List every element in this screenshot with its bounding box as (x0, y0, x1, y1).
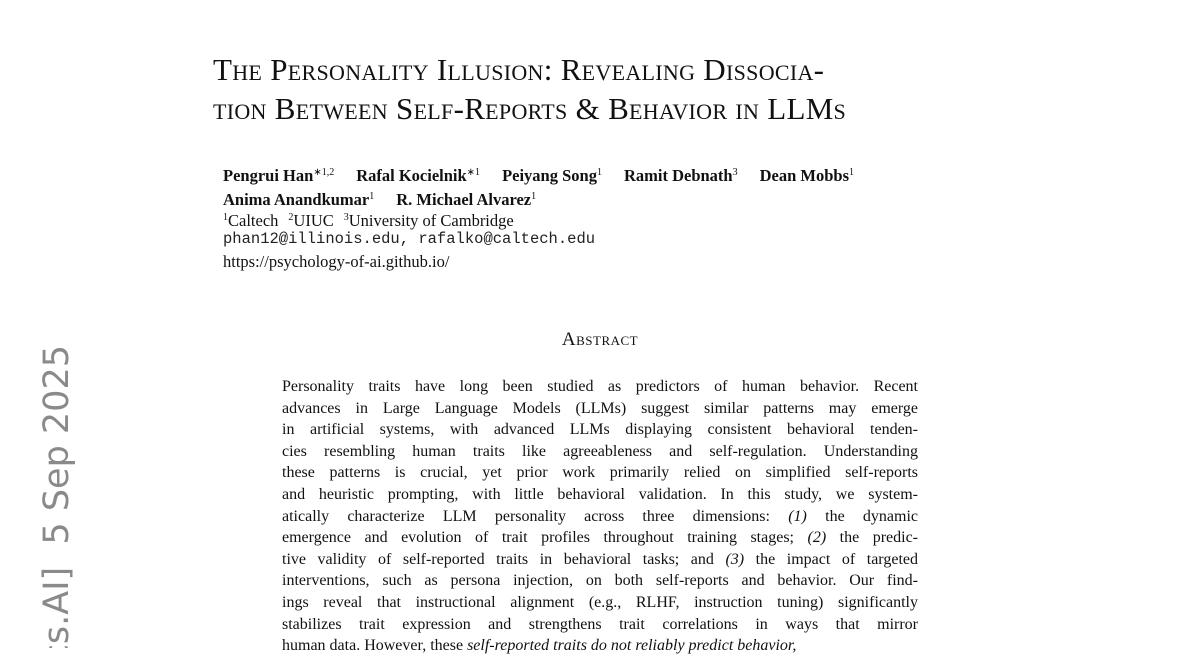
author-affiliation-mark: 1 (531, 191, 537, 202)
abstract-italic: (1) (788, 507, 807, 525)
author-line: Anima Anandkumar1 R. Michael Alvarez1 (223, 186, 876, 210)
abstract-text: tive validity of self-reported traits in… (282, 550, 726, 568)
affiliation-name: University of Cambridge (348, 211, 514, 230)
abstract-text: the dynamic (806, 507, 919, 525)
abstract-text: cies resembling human traits like agreea… (282, 442, 918, 460)
affiliation-mark: 1 (223, 212, 228, 223)
abstract-text: stabilizes trait expression and strength… (282, 615, 918, 633)
abstract-line: interventions, such as persona injection… (282, 570, 918, 592)
affiliation-name: Caltech (228, 211, 279, 230)
author-affiliation-mark: 1 (369, 191, 375, 202)
abstract-italic: (3) (725, 550, 745, 568)
author: Anima Anandkumar1 (223, 190, 374, 209)
project-url: https://psychology-of-ai.github.io/ (223, 252, 450, 271)
abstract: Personality traits have long been studie… (282, 376, 918, 657)
author: R. Michael Alvarez1 (396, 190, 536, 209)
paper-title: The Personality Illusion: Revealing Diss… (213, 50, 846, 128)
abstract-line: stabilizes trait expression and strength… (282, 614, 918, 636)
authors: Pengrui Han∗1,2 Rafal Kocielnik∗1 Peiyang … (223, 162, 876, 210)
abstract-text: and heuristic prompting, with little beh… (282, 485, 918, 503)
affiliation-mark: 3 (343, 212, 349, 223)
abstract-line: emergence and evolution of trait profile… (282, 527, 918, 549)
author-name: Ramit Debnath (623, 166, 733, 185)
author-name: Anima Anandkumar (223, 190, 370, 209)
affiliations: 1Caltech 2UIUC 3University of Cambridge (223, 207, 524, 231)
title-line: tion Between Self-Reports & Behavior in … (213, 91, 847, 126)
author: Peiyang Song1 (502, 166, 602, 185)
affiliation-mark: 2 (288, 212, 294, 223)
author: Ramit Debnath3 (624, 166, 738, 185)
author-affiliation-mark: 1 (596, 167, 602, 178)
author-name: R. Michael Alvarez (396, 190, 532, 209)
author-name: Peiyang Song (502, 166, 597, 185)
abstract-line: Personality traits have long been studie… (282, 376, 918, 398)
abstract-line: tive validity of self-reported traits in… (282, 549, 918, 571)
abstract-line: ings reveal that instructional alignment… (282, 592, 918, 614)
abstract-text: the predic- (826, 529, 918, 547)
abstract-text: emergence and evolution of trait profile… (282, 529, 808, 547)
abstract-heading: Abstract (561, 329, 639, 350)
abstract-text: these patterns is crucial, yet prior wor… (282, 464, 918, 482)
author-name: Dean Mobbs (759, 166, 849, 185)
abstract-line: atically characterize LLM personality ac… (282, 506, 918, 528)
abstract-text: atically characterize LLM personality ac… (282, 507, 789, 525)
author-affiliation-mark: ∗1 (466, 167, 481, 178)
author-name: Pengrui Han (223, 166, 314, 185)
emails: phan12@illinois.edu, rafalko@caltech.edu (223, 230, 596, 248)
abstract-text: human data. However, these (282, 637, 468, 655)
abstract-text: ings reveal that instructional alignment… (282, 593, 918, 611)
affiliation: 1Caltech (223, 211, 278, 230)
author: Rafal Kocielnik∗1 (356, 166, 480, 185)
author-name: Rafal Kocielnik (356, 166, 467, 185)
abstract-text: the impact of targeted (744, 550, 918, 568)
abstract-text: in artificial systems, with advanced LLM… (282, 421, 918, 439)
abstract-text: advances in Large Language Models (LLMs)… (282, 399, 918, 417)
abstract-line: these patterns is crucial, yet prior wor… (282, 462, 918, 484)
author-line: Pengrui Han∗1,2 Rafal Kocielnik∗1 Peiyang … (223, 162, 876, 186)
affiliation: 3University of Cambridge (344, 211, 514, 230)
abstract-italic: self-reported traits do not reliably pre… (467, 637, 797, 655)
affiliation: 2UIUC (288, 211, 333, 230)
abstract-line: human data. However, these self-reported… (282, 635, 918, 657)
abstract-line: in artificial systems, with advanced LLM… (282, 419, 918, 441)
abstract-line: and heuristic prompting, with little beh… (282, 484, 918, 506)
author: Dean Mobbs1 (760, 166, 854, 185)
abstract-text: Personality traits have long been studie… (282, 378, 918, 395)
affiliation-name: UIUC (293, 211, 334, 230)
title-line: The Personality Illusion: Revealing Diss… (213, 52, 825, 87)
author-affiliation-mark: 1 (849, 167, 854, 178)
arxiv-id: [cs.AI] 5 Sep 2025 (37, 345, 77, 648)
abstract-line: advances in Large Language Models (LLMs)… (282, 398, 918, 420)
author-affiliation-mark: ∗1,2 (313, 167, 335, 178)
author: Pengrui Han∗1,2 (223, 166, 334, 185)
arxiv-stamp: [cs.AI] 5 Sep 2025 (37, 345, 77, 648)
abstract-text: interventions, such as persona injection… (282, 572, 918, 590)
abstract-line: cies resembling human traits like agreea… (282, 441, 918, 463)
abstract-italic: (2) (807, 529, 827, 547)
author-affiliation-mark: 3 (732, 167, 738, 178)
